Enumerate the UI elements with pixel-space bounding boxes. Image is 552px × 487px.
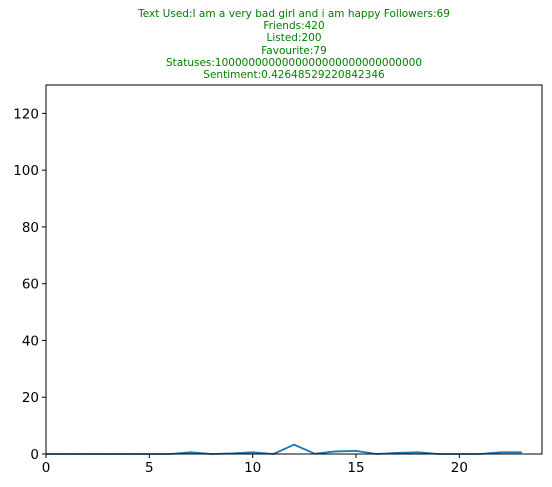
y-tick-label: 20 — [22, 390, 39, 406]
data-point — [355, 450, 357, 452]
x-tick-label: 20 — [451, 460, 468, 476]
y-tick-label: 100 — [13, 163, 39, 179]
data-point — [334, 450, 337, 453]
y-tick-label: 0 — [30, 447, 39, 463]
plot-frame — [45, 84, 543, 455]
data-point — [417, 451, 419, 454]
title-line-listed: Listed:200 — [266, 32, 322, 45]
data-point — [396, 452, 399, 454]
data-point — [251, 451, 254, 454]
y-tick-label: 120 — [13, 106, 39, 122]
title-line-text: Text Used:I am a very bad girl and i am … — [138, 8, 450, 20]
series-line — [46, 443, 522, 455]
y-tick-label: 80 — [22, 220, 39, 236]
x-tick-label: 0 — [42, 460, 51, 476]
y-tick-label: 60 — [22, 277, 39, 293]
title-line-friends: Friends:420 — [263, 20, 325, 33]
title-line-favourite: Favourite:79 — [261, 44, 327, 57]
data-point — [520, 451, 523, 454]
axis-ticks: 0 5 10 15 20 0 20 40 60 80 100 120 — [13, 106, 468, 476]
y-tick-label: 40 — [22, 333, 39, 349]
data-point — [499, 451, 502, 454]
chart-title: Text Used:I am a very bad girl and i am … — [0, 8, 552, 81]
title-line-statuses: Statuses:1000000000000000000000000000000 — [165, 56, 423, 69]
x-tick-label: 10 — [244, 460, 261, 476]
data-point — [189, 451, 192, 454]
title-line-sentiment: Sentiment:0.42648529220842346 — [203, 69, 385, 82]
data-point — [293, 443, 295, 446]
x-tick-label: 15 — [347, 460, 364, 476]
x-tick-label: 5 — [145, 460, 154, 476]
